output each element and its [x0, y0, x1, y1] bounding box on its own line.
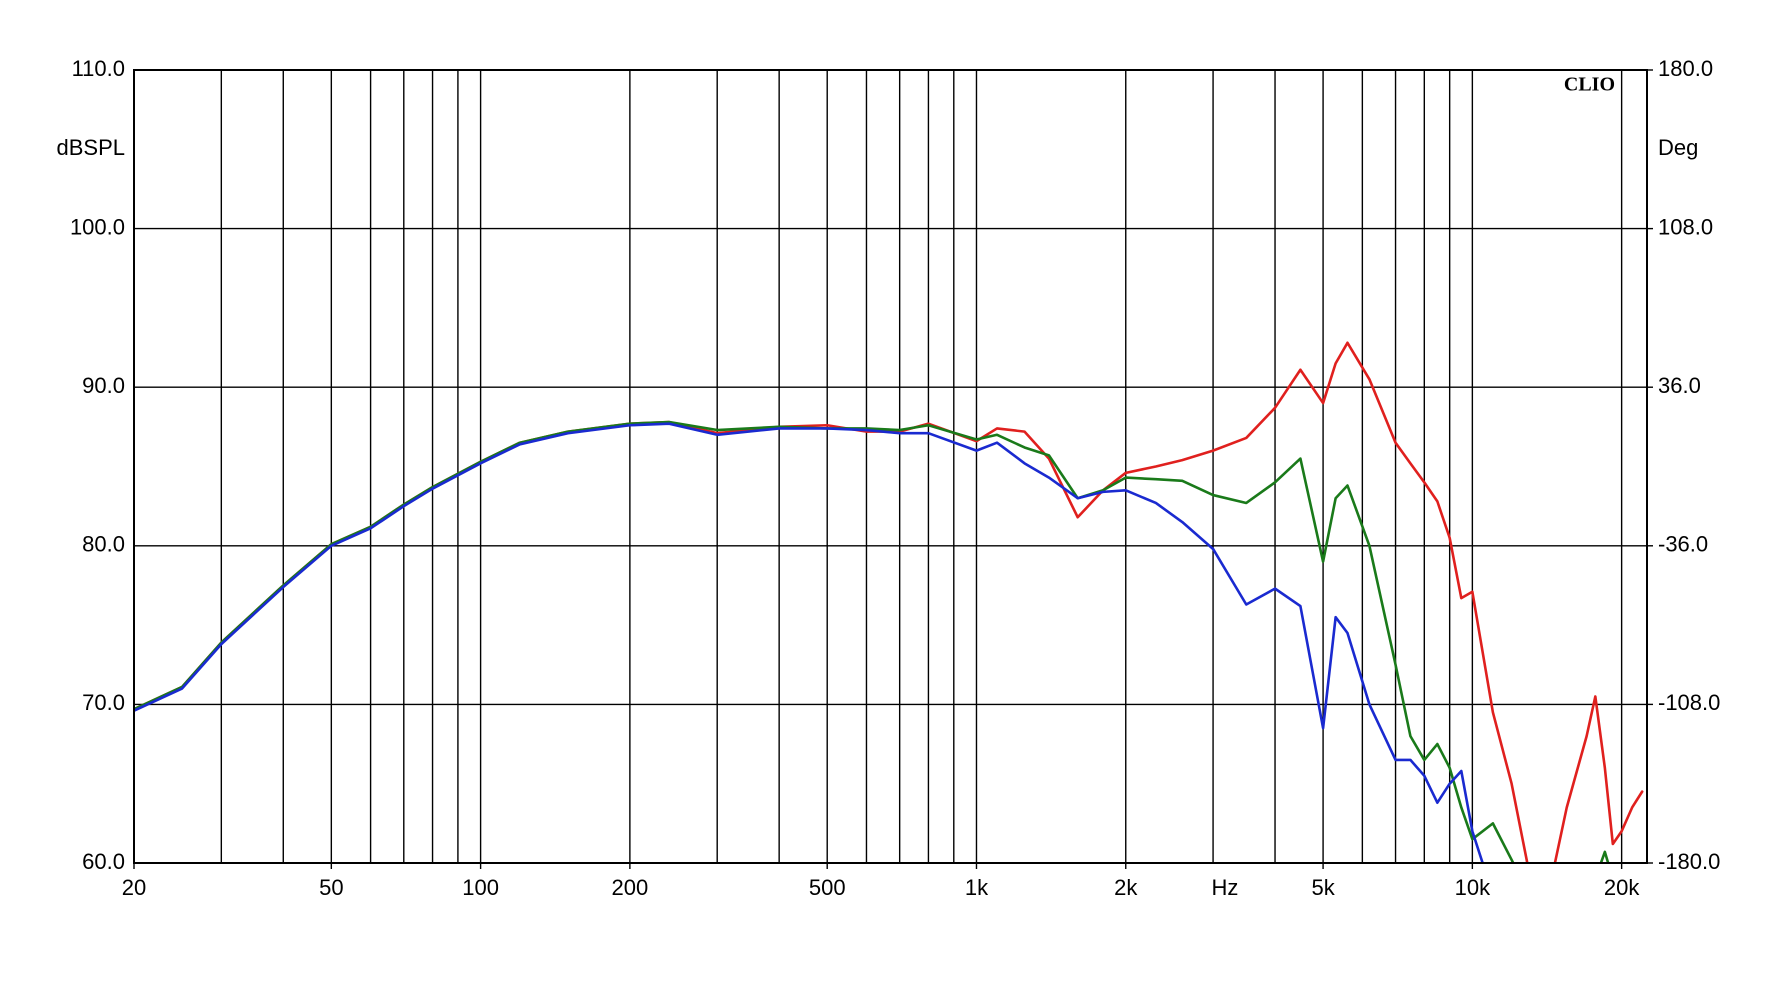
y-tick-label: 90.0 — [82, 373, 125, 398]
y-tick-label: 60.0 — [82, 849, 125, 874]
x-tick-label: 100 — [462, 875, 499, 900]
x-tick-label: 5k — [1311, 875, 1335, 900]
y2-tick-label: -108.0 — [1658, 690, 1720, 715]
x-tick-label: 10k — [1455, 875, 1491, 900]
y2-tick-label: 180.0 — [1658, 56, 1713, 81]
y2-tick-label: 108.0 — [1658, 214, 1713, 239]
x-tick-label: 200 — [612, 875, 649, 900]
y-tick-label: 70.0 — [82, 690, 125, 715]
y-axis-label: dBSPL — [57, 135, 126, 160]
grid — [133, 69, 1653, 869]
y2-tick-label: -36.0 — [1658, 532, 1708, 557]
y2-tick-label: -180.0 — [1658, 849, 1720, 874]
x-tick-label: 500 — [809, 875, 846, 900]
x-tick-label: 20k — [1604, 875, 1640, 900]
series-line — [134, 422, 1484, 863]
plot-frame — [133, 69, 1648, 864]
x-tick-label: 50 — [319, 875, 343, 900]
y-tick-label: 110.0 — [72, 56, 125, 81]
y-tick-label: 100.0 — [70, 214, 125, 239]
x-tick-label: 20 — [122, 875, 146, 900]
y-tick-label: 80.0 — [82, 532, 125, 557]
brand-label: CLIO — [1564, 74, 1615, 96]
x-tick-label: 2k — [1114, 875, 1138, 900]
y2-axis-label: Deg — [1658, 135, 1698, 160]
y2-tick-label: 36.0 — [1658, 373, 1701, 398]
x-axis-label: Hz — [1212, 875, 1239, 900]
x-tick-label: 1k — [965, 875, 989, 900]
series-line — [134, 420, 1610, 863]
plot-lines — [134, 341, 1644, 863]
